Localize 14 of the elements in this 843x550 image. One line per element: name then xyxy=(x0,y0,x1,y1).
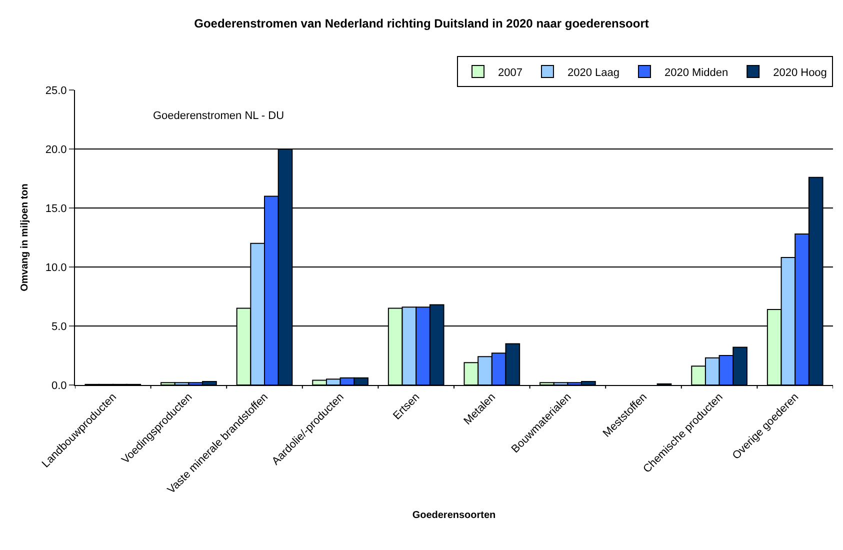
y-tick-label: 15.0 xyxy=(45,202,67,215)
y-tick-label: 0.0 xyxy=(52,380,67,392)
y-tick-label: 25.0 xyxy=(45,84,67,97)
x-axis-title: Goederensoorten xyxy=(412,510,496,521)
annotation: Goederenstromen NL - DU xyxy=(153,110,284,122)
legend-label: 2020 Laag xyxy=(567,66,620,79)
y-tick-label: 5.0 xyxy=(52,320,67,333)
chart-title: Goederenstromen van Nederland richting Duitsland in 2020 naar goederensoort xyxy=(194,16,649,31)
y-tick-label: 10.0 xyxy=(45,262,67,274)
y-tick-label: 20.0 xyxy=(45,144,67,156)
y-axis-title: Omvang in miljoen ton xyxy=(19,184,30,292)
legend-label: 2020 Hoog xyxy=(773,66,827,79)
legend-label: 2007 xyxy=(498,66,522,79)
legend-label: 2020 Midden xyxy=(664,66,728,79)
